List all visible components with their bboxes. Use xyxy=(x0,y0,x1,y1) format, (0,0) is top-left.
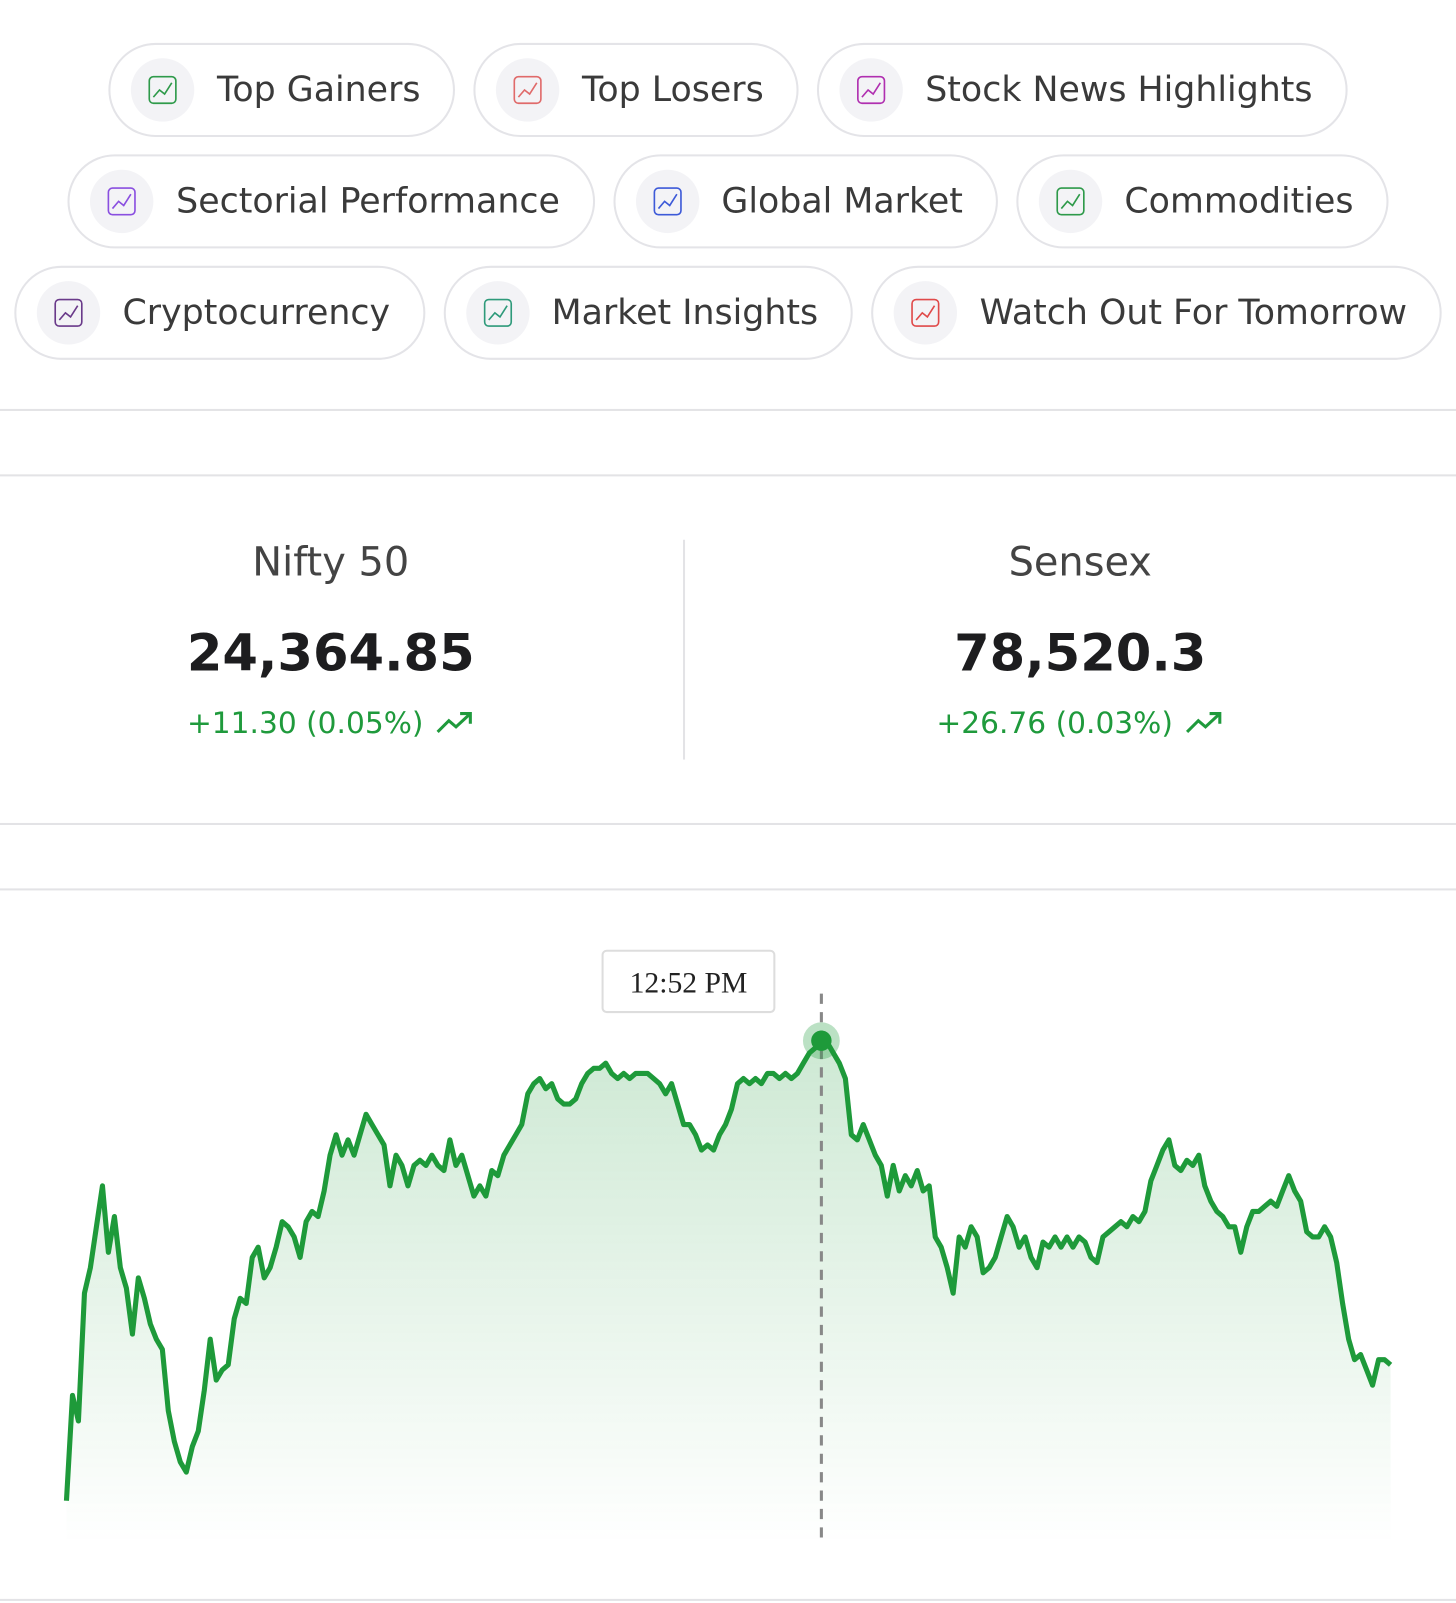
icon-shape xyxy=(653,187,682,216)
pill[interactable]: Watch Out For Tomorrow xyxy=(871,265,1442,360)
pill[interactable]: Cryptocurrency xyxy=(14,265,425,360)
icon-shape xyxy=(153,82,173,98)
icon xyxy=(107,187,137,216)
icon xyxy=(911,298,940,327)
line xyxy=(63,1038,1393,1501)
icon-shape xyxy=(487,305,508,321)
pill-icon xyxy=(131,58,195,122)
pill-label: Commodities xyxy=(1124,180,1354,222)
pill-label: Global Market xyxy=(721,180,963,222)
area xyxy=(66,1040,1391,1544)
cursor-dot xyxy=(811,1030,832,1051)
pill[interactable]: Top Gainers xyxy=(108,42,456,137)
icon-shape xyxy=(107,187,137,216)
icon-shape xyxy=(513,75,542,105)
pill-icon xyxy=(893,281,958,345)
pill-label: Market Insights xyxy=(551,292,819,334)
pill[interactable]: Top Losers xyxy=(473,42,799,137)
pill-group: Top Gainers Top Losers Stock News Highligh… xyxy=(0,42,1456,360)
icon xyxy=(1056,187,1085,216)
pill[interactable]: Stock News Highlights xyxy=(816,42,1348,137)
pill-label: Stock News Highlights xyxy=(925,69,1313,111)
trend-arrow xyxy=(1186,712,1221,734)
pill[interactable]: Sectorial Performance xyxy=(67,154,595,249)
pill-icon xyxy=(36,281,101,345)
icon-shape xyxy=(657,193,678,210)
index-name: Nifty 50 xyxy=(252,539,410,586)
icon-shape xyxy=(148,75,177,105)
icon xyxy=(148,75,177,105)
index-card: Nifty 50 24,364.85 +11.30 (0.05%) xyxy=(0,540,673,740)
index-change: +11.30 (0.05%) xyxy=(186,705,424,741)
trend-arrow-head xyxy=(1209,712,1222,724)
icon-shape xyxy=(112,193,132,210)
index-value: 78,520.3 xyxy=(954,623,1207,683)
index-change-row: +26.76 (0.03%) xyxy=(738,705,1422,740)
divider xyxy=(0,822,1456,825)
pill-label: Top Losers xyxy=(582,69,764,111)
trend-arrow-head xyxy=(460,712,473,724)
pill-icon xyxy=(839,58,903,122)
icon-shape xyxy=(518,82,538,98)
divider xyxy=(683,539,686,760)
icon-shape xyxy=(911,298,940,327)
index-name: Sensex xyxy=(1008,539,1152,586)
icon-shape xyxy=(915,305,936,321)
pill-icon xyxy=(635,169,699,234)
pill-icon xyxy=(90,169,154,234)
pill-label: Cryptocurrency xyxy=(122,292,391,334)
divider xyxy=(0,888,1456,891)
index-change-row: +11.30 (0.05%) xyxy=(0,705,673,740)
pill-icon xyxy=(496,58,560,122)
pill[interactable]: Commodities xyxy=(1016,154,1389,249)
tooltip-box xyxy=(601,949,776,1014)
index-value: 24,364.85 xyxy=(186,623,475,683)
icon-shape xyxy=(856,75,886,105)
icon-shape xyxy=(1060,193,1081,210)
pill-icon xyxy=(1038,169,1102,234)
divider xyxy=(0,1598,1456,1601)
index-change: +26.76 (0.03%) xyxy=(936,705,1173,741)
icon-shape xyxy=(54,298,83,327)
pill-icon xyxy=(465,281,530,345)
trend-icon xyxy=(436,712,473,734)
divider xyxy=(0,408,1456,411)
pill[interactable]: Global Market xyxy=(613,154,998,249)
pill-row: Cryptocurrency Market Insights Watch Out F… xyxy=(14,265,1442,360)
pill-label: Watch Out For Tomorrow xyxy=(979,292,1408,334)
pill[interactable]: Market Insights xyxy=(443,265,853,360)
divider xyxy=(0,474,1456,477)
pill-label: Sectorial Performance xyxy=(176,180,560,222)
trend-icon xyxy=(1186,712,1222,734)
tooltip-label: 12:52 PM xyxy=(630,967,748,999)
icon xyxy=(513,75,542,105)
icon-shape xyxy=(483,298,512,327)
icon-shape xyxy=(58,305,79,321)
icon xyxy=(483,298,512,327)
icon-shape xyxy=(861,82,881,98)
icon xyxy=(54,298,83,327)
index-card: Sensex 78,520.3 +26.76 (0.03%) xyxy=(738,540,1422,740)
trend-arrow xyxy=(436,712,472,734)
icon xyxy=(653,187,682,216)
icon xyxy=(856,75,886,105)
pill-row: Top Gainers Top Losers Stock News Highligh… xyxy=(108,42,1348,137)
pill-label: Top Gainers xyxy=(217,69,421,111)
pill-row: Sectorial Performance Global Market Commod… xyxy=(67,154,1389,249)
icon-shape xyxy=(1056,187,1085,216)
